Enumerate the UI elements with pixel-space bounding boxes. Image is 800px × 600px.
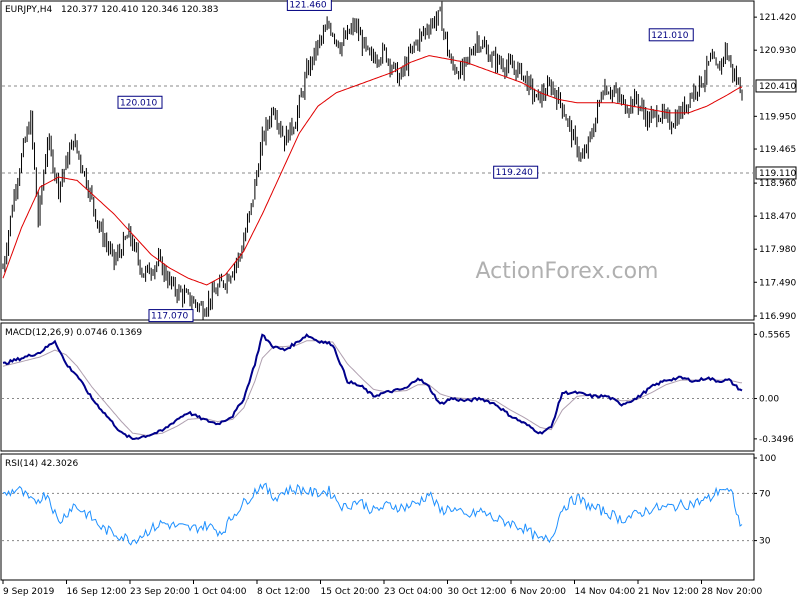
level-price-box: [755, 166, 797, 180]
x-tick-label: 14 Nov 04:00: [575, 587, 636, 597]
macd-pane: 0.5565 0.00 -0.3496: [2, 330, 794, 445]
x-tick-label: 28 Nov 20:00: [702, 587, 763, 597]
x-tick-label: 6 Nov 20:00: [511, 587, 566, 597]
x-tick-label: 21 Nov 12:00: [638, 587, 699, 597]
rsi-y-tick-label: 70: [759, 489, 771, 499]
macd-signal-line: [2, 340, 742, 437]
x-tick-label: 16 Sep 12:00: [67, 587, 127, 597]
annotation-box: [493, 165, 539, 179]
annotation-label: 121.010: [651, 31, 688, 41]
x-tick-label: 23 Oct 04:00: [384, 587, 443, 597]
main-y-tick-label: 117.490: [759, 278, 796, 288]
rsi-y-tick-label: 100: [759, 454, 776, 464]
rsi-pane-frame: [0, 453, 755, 581]
main-y-tick-label: 120.930: [759, 46, 796, 56]
rsi-label: RSI(14) 42.3026: [5, 459, 78, 469]
annotation-box: [286, 0, 332, 11]
x-tick-label: 1 Oct 04:00: [194, 587, 247, 597]
main-y-tick-label: 119.950: [759, 112, 796, 122]
ohlc-header: 120.377 120.410 120.346 120.383: [61, 5, 218, 15]
annotation-box: [148, 309, 194, 323]
macd-y-tick-label: -0.3496: [759, 435, 794, 445]
symbol-label: EURJPY,H4: [5, 5, 53, 15]
main-y-tick-label: 118.470: [759, 212, 796, 222]
annotation-label: 120.010: [120, 98, 157, 108]
rsi-line: [2, 482, 743, 546]
x-tick-label: 15 Oct 20:00: [321, 587, 380, 597]
macd-y-tick-label: 0.5565: [759, 330, 791, 340]
level-price-label: 119.110: [759, 169, 796, 179]
annotation-label: 119.240: [496, 168, 533, 178]
main-y-tick-label: 119.465: [759, 145, 796, 155]
pane-frames: [0, 0, 755, 581]
x-tick-label: 8 Oct 12:00: [257, 587, 310, 597]
rsi-y-tick-label: 30: [759, 537, 771, 547]
annotation-box: [117, 95, 163, 109]
x-tick-label: 30 Oct 12:00: [448, 587, 507, 597]
annotation-box: [648, 28, 694, 42]
macd-pane-frame: [0, 322, 755, 452]
level-price-box: [755, 79, 797, 93]
main-pane: 121.420 120.930 119.950 119.465 118.960 118.4…: [2, 0, 797, 323]
main-y-tick-label: 121.420: [759, 13, 796, 23]
annotation-label: 117.070: [151, 312, 188, 322]
macd-y-tick-label: 0.00: [759, 395, 779, 405]
annotation-label: 121.460: [289, 0, 326, 10]
macd-line: [2, 333, 743, 441]
main-pane-frame: [0, 0, 755, 321]
main-y-tick-label: 117.980: [759, 245, 796, 255]
main-y-tick-label: 116.990: [759, 312, 796, 322]
level-price-label: 120.410: [759, 82, 796, 92]
x-tick-label: 23 Sep 20:00: [130, 587, 190, 597]
rsi-pane: 100 70 30: [2, 454, 776, 547]
main-y-tick-label: 118.960: [759, 179, 796, 189]
x-tick-label: 9 Sep 2019: [3, 587, 55, 597]
watermark: ActionForex.com: [476, 259, 659, 284]
macd-label: MACD(12,26,9) 0.0746 0.1369: [5, 328, 142, 338]
moving-average-line: [2, 55, 742, 286]
x-axis: 9 Sep 2019 16 Sep 12:00 23 Sep 20:00 1 Oct …: [2, 580, 763, 597]
price-bars: [2, 1, 743, 320]
